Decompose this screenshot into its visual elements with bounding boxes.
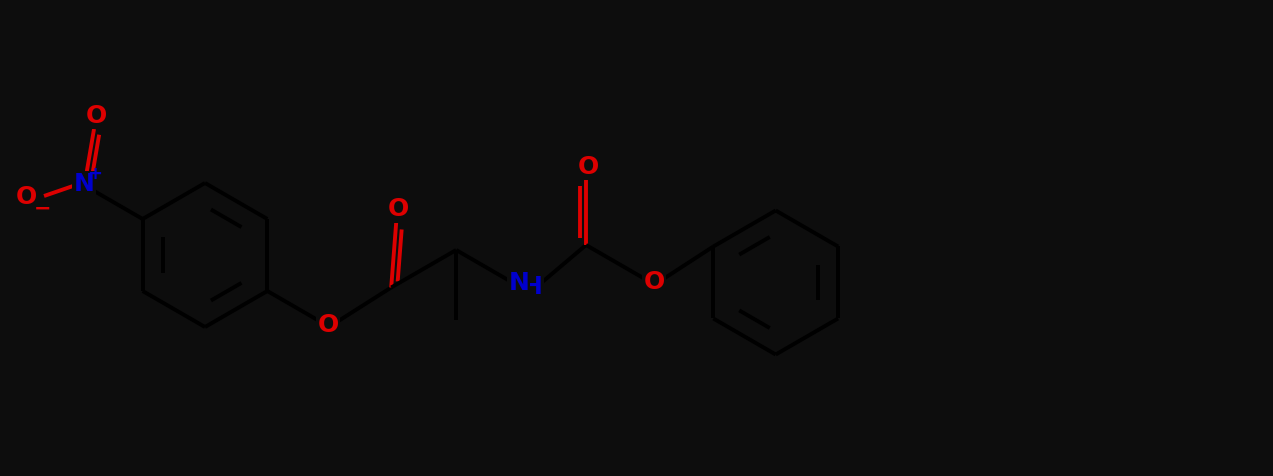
Text: O: O <box>643 270 665 295</box>
Text: O: O <box>578 155 598 179</box>
Text: O: O <box>85 104 107 128</box>
Text: O: O <box>387 198 409 221</box>
Text: N: N <box>508 271 530 295</box>
Text: O: O <box>318 313 339 337</box>
Text: −: − <box>34 199 52 219</box>
Text: O: O <box>15 185 37 209</box>
Text: N: N <box>74 172 94 196</box>
Text: +: + <box>88 165 103 183</box>
Text: H: H <box>523 275 542 299</box>
